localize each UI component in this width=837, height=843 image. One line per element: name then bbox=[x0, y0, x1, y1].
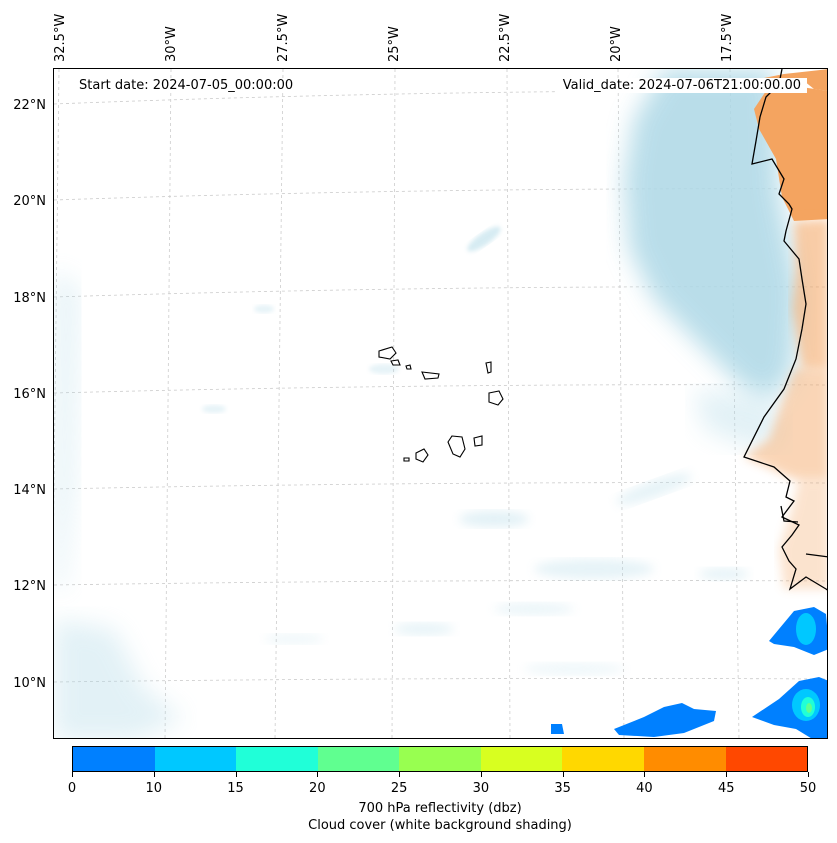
colorbar-tick-label: 45 bbox=[717, 781, 735, 796]
colorbar-tick bbox=[153, 772, 155, 777]
lat-label-14n: 14°N bbox=[13, 483, 46, 498]
map-gridlines bbox=[54, 69, 827, 738]
colorbar bbox=[72, 746, 808, 772]
land-africa bbox=[744, 69, 827, 589]
lat-label-12n: 12°N bbox=[13, 579, 46, 594]
colorbar-tick-label: 0 bbox=[67, 781, 77, 796]
lat-label-18n: 18°N bbox=[13, 291, 46, 306]
lat-label-22n: 22°N bbox=[13, 98, 46, 113]
lon-label-20w: 20°W bbox=[609, 26, 624, 62]
colorbar-subtitle: Cloud cover (white background shading) bbox=[308, 818, 572, 833]
colorbar-segment bbox=[399, 747, 481, 771]
lon-label-25w: 25°W bbox=[387, 26, 402, 62]
lon-label-30w: 30°W bbox=[164, 26, 179, 62]
colorbar-segment bbox=[317, 747, 400, 771]
map-panel[interactable]: Start date: 2024-07-05_00:00:00 Valid_da… bbox=[53, 68, 828, 739]
colorbar-tick-label: 40 bbox=[636, 781, 653, 796]
lon-label-27-5w: 27.5°W bbox=[276, 13, 291, 62]
start-date-annotation: Start date: 2024-07-05_00:00:00 bbox=[73, 78, 300, 93]
colorbar-segment bbox=[643, 747, 726, 771]
cape-verde-islands bbox=[378, 346, 504, 463]
colorbar-tick-label: 20 bbox=[309, 781, 326, 796]
colorbar-tick-label: 15 bbox=[227, 781, 244, 796]
colorbar-tick-label: 50 bbox=[799, 781, 817, 796]
colorbar-segment bbox=[562, 747, 644, 771]
colorbar-segment bbox=[725, 747, 808, 771]
colorbar-tick bbox=[644, 772, 646, 777]
reflectivity-cells bbox=[551, 607, 827, 738]
colorbar-tick bbox=[235, 772, 237, 777]
colorbar-tick bbox=[808, 772, 809, 777]
colorbar-title: 700 hPa reflectivity (dbz) bbox=[358, 801, 522, 816]
colorbar-segment bbox=[73, 747, 155, 771]
colorbar-tick bbox=[399, 772, 401, 777]
valid-date-annotation: Valid_date: 2024-07-06T21:00:00.00 bbox=[556, 78, 807, 93]
colorbar-tick bbox=[480, 772, 482, 777]
lat-label-20n: 20°N bbox=[13, 194, 46, 209]
colorbar-tick bbox=[726, 772, 728, 777]
colorbar-segment bbox=[236, 747, 318, 771]
colorbar-tick-label: 25 bbox=[390, 781, 408, 796]
colorbar-segment bbox=[480, 747, 563, 771]
coastline bbox=[743, 69, 827, 591]
lat-label-10n: 10°N bbox=[13, 676, 46, 691]
map-canvas bbox=[54, 69, 827, 738]
lat-label-16n: 16°N bbox=[13, 387, 46, 402]
lon-label-32-5w: 32.5°W bbox=[53, 13, 68, 62]
colorbar-tick-label: 30 bbox=[472, 781, 490, 796]
lon-label-22-5w: 22.5°W bbox=[498, 13, 513, 62]
cloud-cover-shading bbox=[54, 69, 799, 738]
lon-label-17-5w: 17.5°W bbox=[720, 13, 735, 62]
colorbar-tick bbox=[317, 772, 319, 777]
colorbar-segment bbox=[154, 747, 237, 771]
colorbar-tick bbox=[72, 772, 73, 777]
colorbar-tick bbox=[562, 772, 564, 777]
colorbar-tick-label: 10 bbox=[145, 781, 163, 796]
colorbar-tick-label: 35 bbox=[554, 781, 571, 796]
